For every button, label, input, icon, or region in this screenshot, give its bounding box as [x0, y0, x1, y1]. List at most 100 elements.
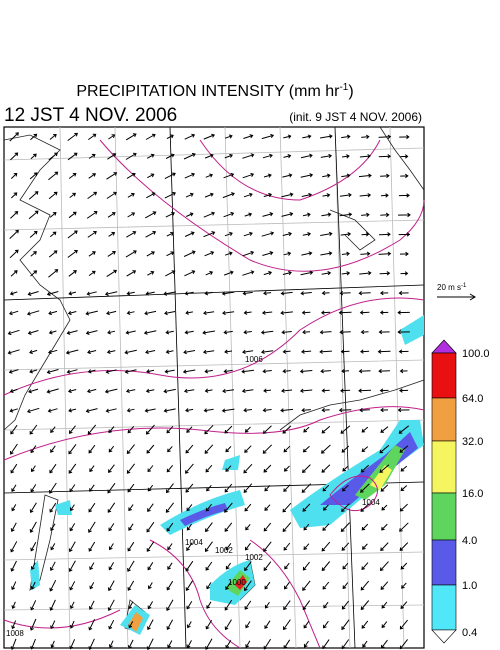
wind-arrow	[8, 310, 19, 316]
isobar	[149, 539, 321, 649]
wind-arrow	[48, 269, 59, 278]
wind-arrow	[182, 369, 196, 374]
wind-arrow	[282, 522, 292, 533]
wind-arrow	[184, 291, 194, 296]
wind-arrow	[106, 191, 117, 199]
wind-arrow	[89, 562, 95, 571]
wind-arrow	[381, 601, 388, 609]
wind-arrow	[27, 291, 39, 296]
wind-arrow	[303, 426, 310, 433]
wind-arrow	[88, 444, 96, 454]
wind-arrow	[10, 443, 18, 455]
wind-arrow	[202, 330, 215, 335]
wind-reference-arrow	[437, 293, 476, 301]
wind-arrow	[261, 133, 275, 140]
wind-arrow	[359, 270, 372, 276]
wind-arrow	[321, 561, 331, 572]
wind-arrow	[264, 581, 271, 590]
wind-arrow	[401, 582, 407, 589]
wind-arrow	[127, 580, 135, 591]
wind-arrow	[300, 270, 314, 276]
wind-arrow	[321, 464, 331, 473]
wind-arrow	[359, 310, 370, 315]
wind-arrow	[184, 231, 195, 237]
wind-arrow	[241, 388, 254, 394]
wind-arrow	[147, 601, 154, 610]
wind-arrow	[262, 153, 273, 159]
wind-arrow	[282, 270, 292, 276]
colorbar-segment	[431, 492, 457, 541]
wind-arrow	[398, 193, 410, 198]
wind-arrow	[224, 231, 233, 237]
wind-arrow	[222, 388, 235, 394]
wind-arrow	[263, 522, 272, 532]
wind-arrow	[166, 231, 174, 237]
wind-arrow	[88, 133, 97, 141]
wind-arrow	[108, 426, 115, 434]
wind-arrow	[339, 291, 351, 296]
wind-arrow	[320, 369, 331, 374]
wind-arrow	[339, 330, 351, 335]
wind-arrow	[47, 408, 58, 413]
wind-arrow	[106, 349, 116, 355]
wind-arrow	[242, 291, 253, 296]
wind-arrow	[30, 251, 37, 257]
wind-arrow	[108, 640, 114, 649]
wind-arrow	[320, 153, 333, 159]
wind-arrow	[319, 330, 332, 335]
wind-arrow	[341, 484, 349, 492]
wind-arrow	[341, 134, 351, 139]
wind-arrow	[205, 270, 214, 276]
wind-arrow	[262, 212, 274, 217]
wind-arrow	[146, 638, 154, 650]
wind-arrow	[29, 172, 38, 180]
wind-arrow	[223, 369, 233, 374]
wind-arrow	[224, 619, 232, 631]
wind-arrow	[166, 599, 174, 611]
wind-arrow	[341, 271, 351, 276]
wind-arrow	[245, 640, 251, 648]
wind-arrow	[126, 444, 135, 455]
wind-arrow	[244, 580, 252, 592]
wind-arrow	[300, 173, 314, 178]
wind-arrow	[341, 503, 350, 513]
wind-arrow	[398, 232, 411, 237]
wind-arrow	[186, 504, 193, 512]
wind-arrow	[107, 502, 116, 513]
wind-arrow	[302, 134, 312, 139]
wind-reference-text: 20 m s	[437, 283, 461, 292]
wind-arrow	[69, 523, 76, 532]
wind-arrow	[29, 369, 38, 374]
wind-arrow	[65, 349, 79, 355]
wind-arrow	[28, 388, 39, 394]
wind-arrow	[67, 310, 77, 316]
isobar-label: 1000	[228, 578, 246, 587]
wind-arrow	[320, 251, 333, 256]
title-text: PRECIPITATION INTENSITY (mm hr	[76, 83, 340, 100]
wind-arrow	[302, 232, 312, 237]
wind-arrow	[359, 154, 371, 159]
wind-arrow	[126, 408, 135, 413]
wind-arrow	[381, 523, 388, 531]
wind-arrow	[126, 231, 137, 238]
wind-arrow	[49, 482, 57, 494]
isobar	[3, 297, 425, 396]
wind-arrow	[147, 465, 154, 473]
wind-arrow	[124, 349, 137, 355]
wind-arrow	[341, 445, 350, 453]
wind-arrow	[204, 153, 214, 159]
wind-arrow	[283, 639, 291, 649]
wind-arrow	[125, 330, 136, 335]
wind-arrow	[145, 133, 156, 140]
wind-arrow	[205, 503, 212, 512]
wind-arrow	[243, 310, 252, 315]
wind-arrow	[319, 349, 332, 354]
wind-arrow	[361, 523, 369, 531]
wind-arrow	[146, 521, 155, 533]
wind-arrow	[380, 542, 389, 552]
wind-arrow	[361, 620, 369, 629]
wind-arrow	[340, 388, 351, 393]
wind-arrow	[166, 425, 174, 434]
wind-arrow	[241, 369, 254, 374]
colorbar-segment	[431, 539, 457, 586]
